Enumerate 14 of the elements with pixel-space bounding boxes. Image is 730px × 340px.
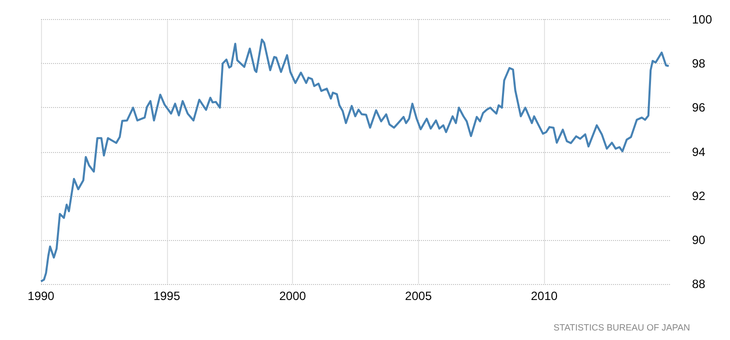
x-tick-label: 2000 bbox=[279, 289, 306, 303]
y-tick-label: 94 bbox=[692, 144, 706, 159]
x-tick-label: 1995 bbox=[153, 289, 180, 303]
x-tick-label: 2005 bbox=[405, 289, 432, 303]
x-tick-label: 1990 bbox=[28, 289, 55, 303]
y-tick-label: 92 bbox=[692, 188, 706, 203]
x-tick-label: 2010 bbox=[530, 289, 558, 303]
y-tick-label: 96 bbox=[692, 100, 706, 115]
y-tick-label: 100 bbox=[692, 12, 712, 26]
y-tick-label: 88 bbox=[692, 277, 706, 291]
text: STATISTICS BUREAU OF JAPAN bbox=[553, 322, 690, 332]
line-series bbox=[40, 38, 670, 282]
y-tick-label: 98 bbox=[692, 56, 706, 71]
y-tick-label: 90 bbox=[692, 232, 706, 247]
